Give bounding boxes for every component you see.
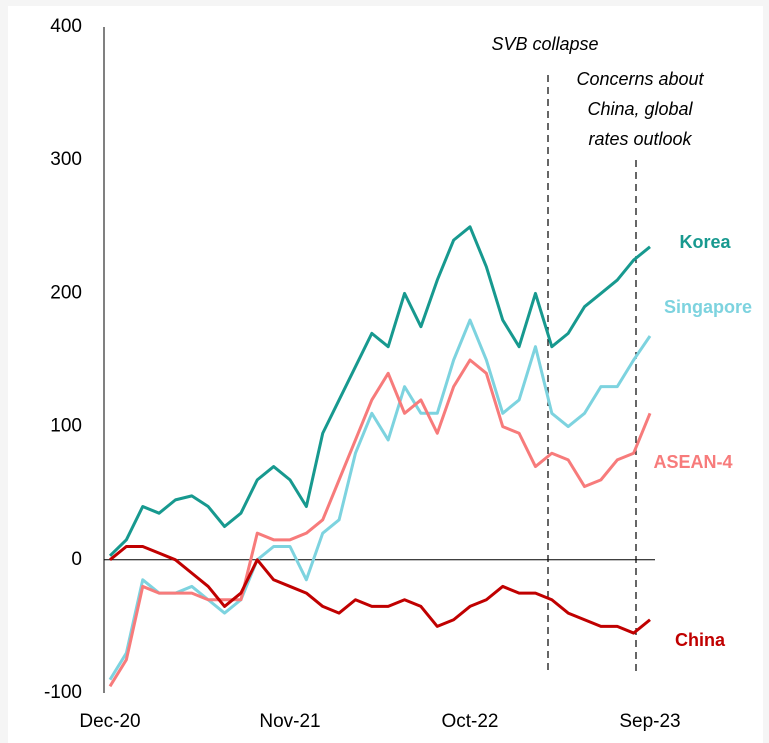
series-line (108, 318, 652, 681)
series-line (109, 544, 651, 635)
series-label: Korea (679, 232, 731, 252)
series-label: ASEAN-4 (653, 452, 732, 472)
annotation: China, global (587, 99, 693, 119)
y-tick-label: 0 (71, 549, 82, 570)
annotation: rates outlook (588, 129, 692, 149)
series-line (108, 225, 651, 557)
y-tick-label: 400 (50, 16, 82, 37)
y-tick-label: 200 (50, 282, 82, 303)
series-label: Singapore (664, 297, 752, 317)
x-tick-label: Nov-21 (259, 711, 320, 732)
series-label: China (675, 630, 726, 650)
series-line (108, 358, 652, 688)
y-tick-label: -100 (44, 682, 82, 703)
y-tick-label: 300 (50, 149, 82, 170)
x-tick-label: Sep-23 (619, 711, 680, 732)
annotation: Concerns about (576, 69, 704, 89)
annotation: SVB collapse (491, 34, 598, 54)
y-tick-label: 100 (50, 416, 82, 437)
x-tick-label: Dec-20 (79, 711, 140, 732)
x-tick-label: Oct-22 (441, 711, 498, 732)
